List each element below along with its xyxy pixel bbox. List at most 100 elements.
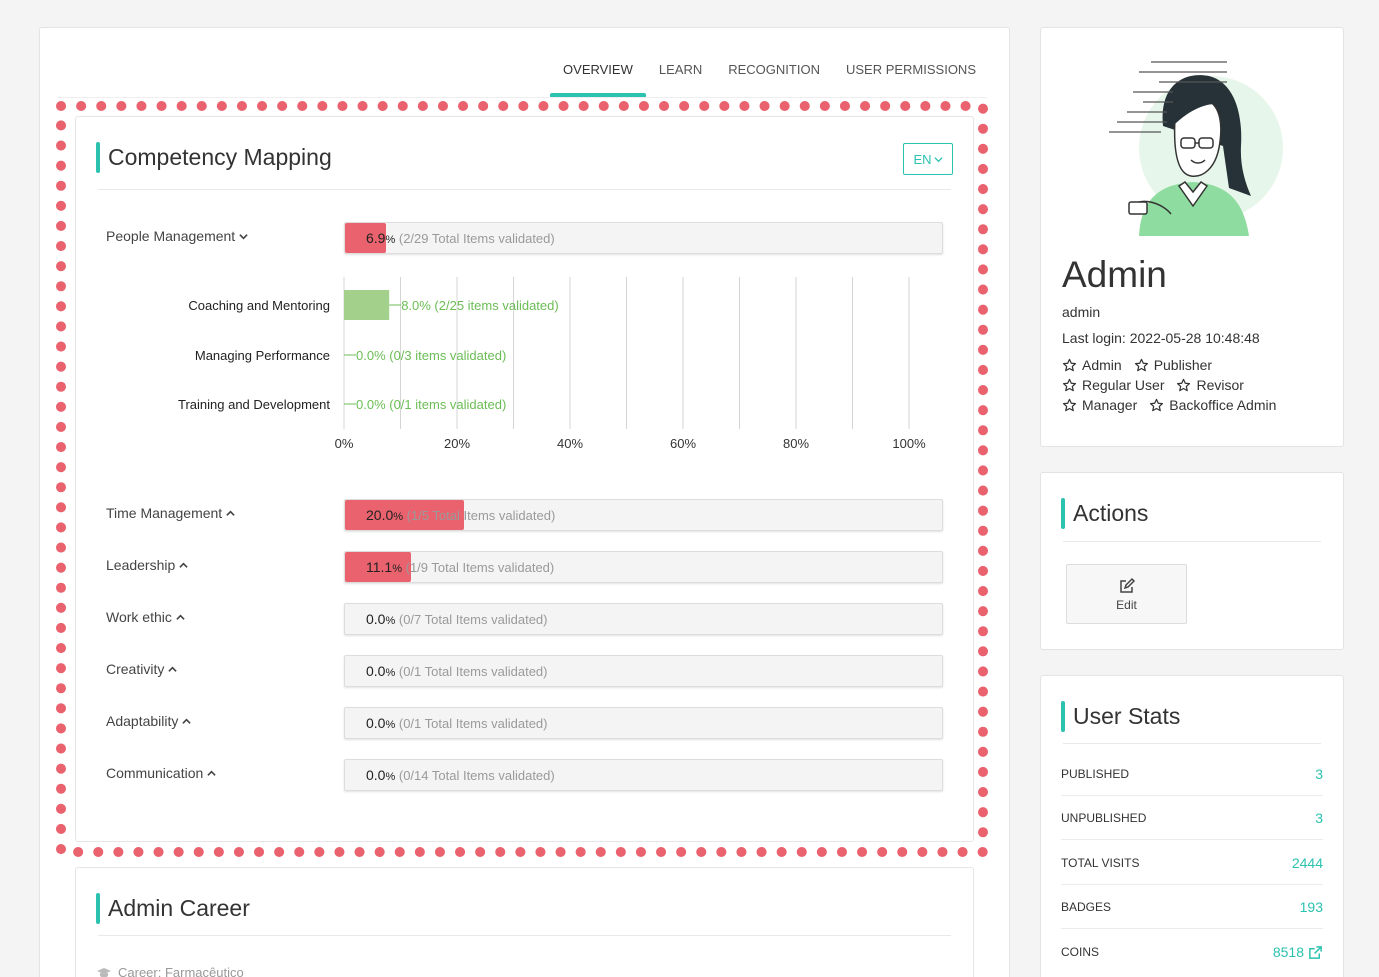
subcompetency-chart-svg: 0% 20% 40% 60% 80% 100% Coaching and Mentoring… — [178, 277, 926, 451]
chart-tick-label: 40% — [557, 436, 583, 451]
chart-tick-label: 100% — [892, 436, 926, 451]
stat-value-link[interactable]: 3 — [1315, 766, 1323, 782]
edit-icon — [1119, 577, 1135, 593]
role-label: Regular User — [1082, 377, 1165, 393]
star-icon — [1062, 358, 1077, 371]
competency-percent: 0.0 — [366, 767, 386, 783]
chart-tick-label: 80% — [783, 436, 809, 451]
chart-category-label: Coaching and Mentoring — [188, 298, 330, 313]
competency-label: Time Management — [106, 505, 223, 521]
competency-toggle[interactable]: Communication — [106, 765, 216, 781]
language-select[interactable]: EN — [903, 143, 953, 175]
edit-label: Edit — [1116, 597, 1137, 612]
competency-progress-fill — [345, 500, 465, 530]
stat-row: PUBLISHED 3 — [1061, 752, 1323, 796]
chart-category-label: Managing Performance — [195, 348, 330, 363]
competency-progress-bar: 6.9% (2/29 Total Items validated) — [344, 222, 943, 254]
percent-unit: % — [385, 234, 396, 246]
competency-items-validated: (0/1 Total Items validated) — [398, 716, 548, 731]
edit-button[interactable]: Edit — [1066, 564, 1187, 624]
chevron-up-icon — [207, 770, 216, 776]
competency-items-validated: (0/14 Total Items validated) — [398, 768, 555, 783]
competency-toggle[interactable]: Work ethic — [106, 609, 185, 625]
role-label: Manager — [1082, 397, 1138, 413]
percent-unit: % — [385, 771, 396, 783]
stat-label: BADGES — [1061, 899, 1112, 914]
competency-progress-text: 0.0% (0/14 Total Items validated) — [366, 767, 555, 783]
stat-row: UNPUBLISHED 3 — [1061, 796, 1323, 840]
role-badge: Publisher — [1134, 357, 1212, 373]
stat-label: PUBLISHED — [1061, 766, 1130, 781]
profile-card: Admin admin Last login: 2022-05-28 10:48… — [1040, 27, 1344, 447]
competency-items-validated: (0/1 Total Items validated) — [398, 664, 548, 679]
competency-toggle[interactable]: Creativity — [106, 661, 178, 677]
chevron-up-icon — [182, 718, 192, 724]
competency-mapping-card: Competency Mapping EN People Management 6… — [75, 116, 974, 842]
role-label: Admin — [1082, 357, 1122, 373]
competency-label: Work ethic — [106, 609, 172, 625]
external-link-icon — [1309, 945, 1322, 959]
percent-unit: % — [392, 563, 402, 575]
actions-divider — [1063, 541, 1321, 542]
chart-category-label: Training and Development — [178, 397, 330, 412]
subcompetency-chart: 0% 20% 40% 60% 80% 100% Coaching and Mentoring… — [76, 277, 975, 457]
competency-progress-text: 6.9% (2/29 Total Items validated) — [366, 230, 555, 246]
tab-user-permissions[interactable]: USER PERMISSIONS — [845, 62, 976, 77]
career-title: Admin Career — [96, 893, 250, 924]
highlight-frame — [56, 101, 988, 857]
competency-percent: 0.0 — [366, 715, 386, 731]
star-icon — [1062, 378, 1077, 391]
percent-unit: % — [385, 615, 396, 627]
competency-progress-bar: 0.0% (0/1 Total Items validated) — [344, 655, 943, 687]
competency-row: Adaptability 0.0% (0/1 Total Items valida… — [76, 707, 973, 739]
chevron-up-icon — [179, 562, 188, 568]
career-subtitle: Career: Farmacêutico — [96, 965, 244, 977]
competency-percent: 6.9 — [366, 230, 386, 246]
competency-items-validated: (1/5 Total Items validated) — [406, 508, 556, 523]
stat-label: COINS — [1061, 945, 1100, 959]
language-label: EN — [913, 151, 932, 167]
role-label: Revisor — [1196, 377, 1244, 393]
admin-career-card: Admin Career Career: Farmacêutico — [75, 867, 974, 977]
competency-percent: 11.1 — [366, 559, 393, 575]
competency-label: Leadership — [106, 557, 176, 573]
competency-label: Creativity — [106, 661, 165, 677]
competency-progress-fill — [345, 552, 412, 582]
competency-toggle[interactable]: Time Management — [106, 505, 235, 521]
tab-learn[interactable]: LEARN — [658, 62, 703, 77]
percent-unit: % — [385, 719, 396, 731]
competency-row: Creativity 0.0% (0/1 Total Items validate… — [76, 655, 973, 687]
user-stats-card: User Stats PUBLISHED 3 UNPUBLISHED 3 TOTAL V… — [1040, 675, 1344, 977]
user-stats-title: User Stats — [1061, 701, 1180, 732]
stat-value: 193 — [1299, 898, 1323, 915]
tab-recognition[interactable]: RECOGNITION — [728, 62, 820, 77]
stat-label: UNPUBLISHED — [1061, 810, 1147, 825]
competency-progress-bar: 0.0% (0/7 Total Items validated) — [344, 603, 943, 635]
competency-row: People Management 6.9% (2/29 Total Items … — [76, 222, 973, 254]
chevron-down-icon — [239, 233, 248, 239]
stat-value-link[interactable]: 2444 — [1292, 855, 1323, 871]
stat-row: COINS 8518 — [1061, 930, 1323, 974]
stat-value-link[interactable]: 3 — [1315, 810, 1323, 826]
competency-title: Competency Mapping — [96, 142, 332, 173]
graduation-cap-icon — [97, 967, 111, 977]
chart-tick-label: 60% — [670, 436, 696, 451]
role-badge: Revisor — [1176, 377, 1244, 393]
profile-name: Admin — [1062, 254, 1167, 295]
competency-progress-bar: 11.1% (1/9 Total Items validated) — [344, 551, 943, 583]
competency-label: Communication — [106, 765, 204, 781]
competency-toggle[interactable]: Leadership — [106, 557, 188, 573]
competency-toggle[interactable]: Adaptability — [106, 713, 192, 729]
percent-unit: % — [393, 511, 404, 523]
competency-progress-bar: 0.0% (0/14 Total Items validated) — [344, 759, 943, 791]
stat-value-link[interactable]: 193 — [1300, 899, 1323, 915]
chart-bar — [344, 290, 390, 320]
stat-value-link[interactable]: 8518 — [1273, 944, 1323, 960]
star-icon — [1150, 398, 1164, 411]
competency-label: Adaptability — [106, 713, 179, 729]
stat-row: BADGES 193 — [1061, 885, 1323, 929]
tab-overview[interactable]: OVERVIEW — [550, 48, 646, 98]
competency-toggle[interactable]: People Management — [106, 228, 248, 244]
competency-items-validated: (1/9 Total Items validated) — [405, 560, 555, 575]
competency-percent: 0.0 — [366, 611, 386, 627]
